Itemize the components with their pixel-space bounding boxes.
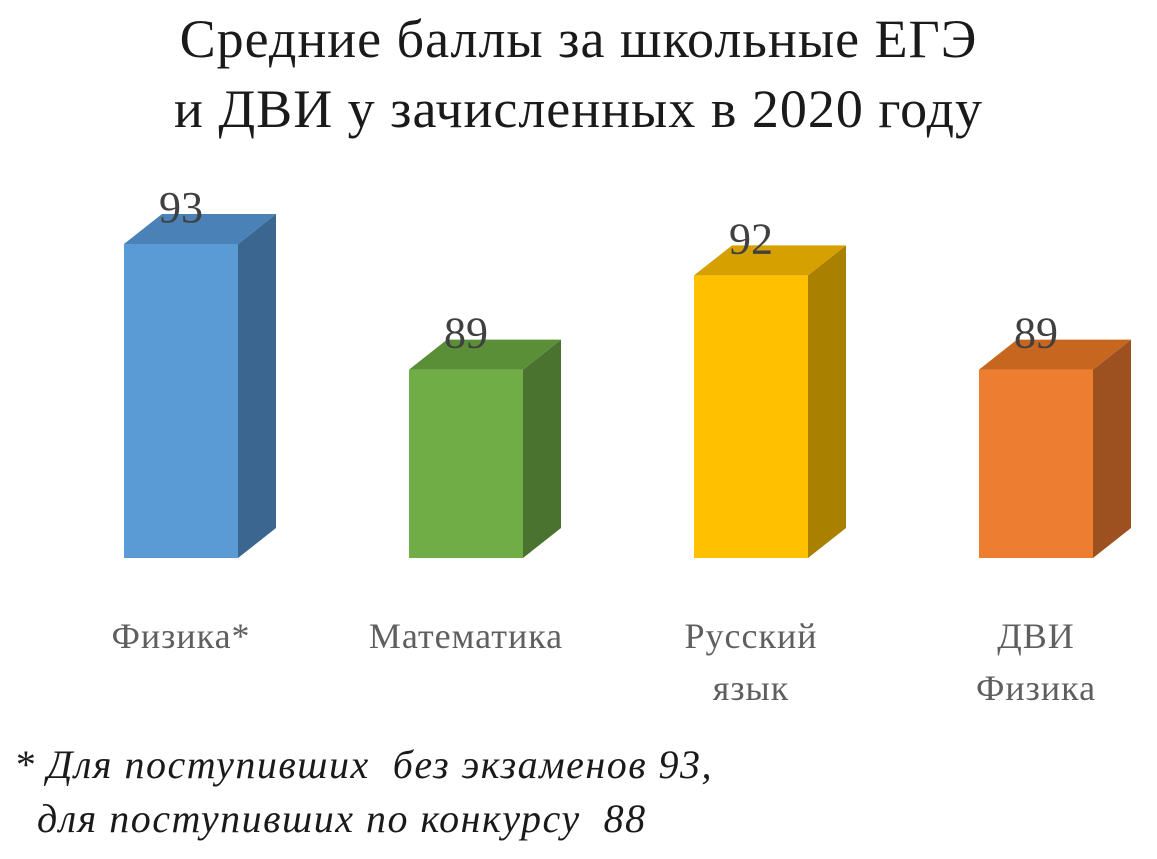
footnote-line-1: * Для поступивших без экзаменов 93, [14,742,714,787]
bar-top-4 [979,339,1131,370]
footnote: * Для поступивших без экзаменов 93, для … [14,738,1144,846]
category-label-3: Русский язык [685,616,818,708]
bar-top-2 [409,339,561,370]
data-label-1: 93 [159,183,203,232]
category-label-3-line-2: язык [713,668,789,708]
data-label-4: 89 [1014,309,1058,358]
bar-1 [124,244,238,558]
category-label-1-line-1: Физика* [111,616,250,656]
category-label-4-line-1: ДВИ [997,616,1075,656]
footnote-line-2: для поступивших по конкурсу 88 [14,796,647,841]
bar-top-1 [124,214,276,244]
bar-4 [979,369,1093,558]
bar-side-2 [523,339,561,558]
chart-title: Средние баллы за школьные ЕГЭ и ДВИ у за… [0,4,1157,144]
category-label-3-line-1: Русский [685,616,818,656]
data-label-2: 89 [444,309,488,358]
bar-side-3 [808,245,846,558]
bar-side-1 [238,214,276,558]
bar-chart: 93 Физика* 89 Математика 92 Русский язык 89 ДВИ Ф… [111,183,1131,708]
bar-top-3 [694,245,846,276]
category-label-4: ДВИ Физика [976,616,1096,708]
category-label-2-line-1: Математика [369,616,563,656]
category-label-1: Физика* [111,616,250,656]
bar-side-4 [1093,339,1131,558]
chart-title-line-2: и ДВИ у зачисленных в 2020 году [173,79,984,139]
bar-3 [694,275,808,558]
chart-title-line-1: Средние баллы за школьные ЕГЭ [179,9,978,69]
category-label-4-line-2: Физика [976,668,1096,708]
data-label-3: 92 [729,214,773,263]
bar-2 [409,369,523,558]
category-label-2: Математика [369,616,563,656]
